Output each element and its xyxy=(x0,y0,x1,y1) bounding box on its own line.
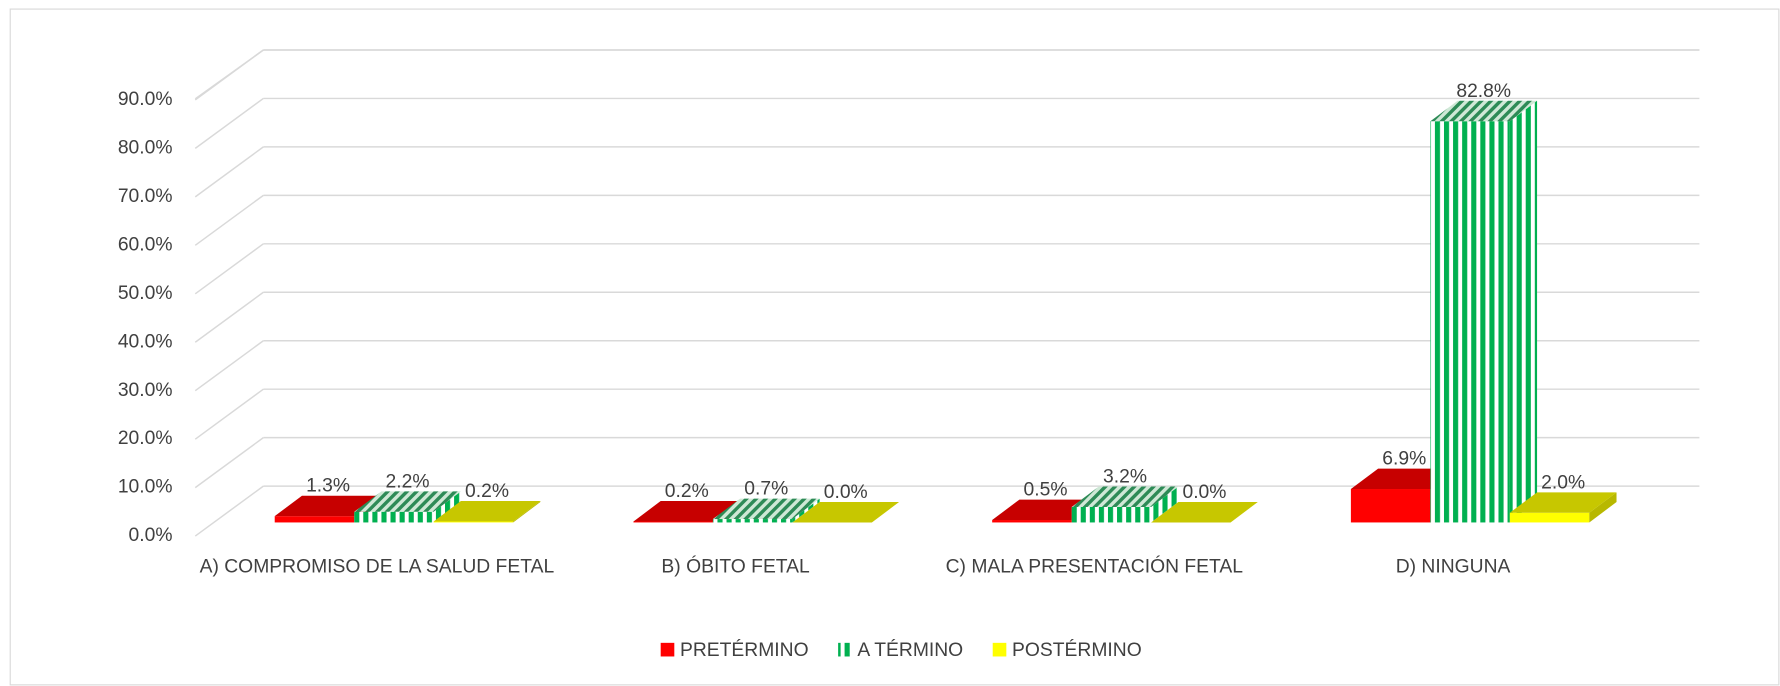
bar-top xyxy=(1430,100,1538,122)
grid-line-side xyxy=(194,437,264,489)
legend-swatch xyxy=(838,642,852,657)
bar-side xyxy=(792,498,820,523)
y-tick-label: 50.0% xyxy=(118,283,173,304)
bar-side xyxy=(1509,100,1538,523)
bar-side xyxy=(1589,492,1617,523)
bar-front xyxy=(1071,506,1152,523)
x-tick-label: A) COMPROMISO DE LA SALUD FETAL xyxy=(199,555,555,577)
bar-top xyxy=(354,491,461,512)
legend-swatch xyxy=(660,642,675,657)
data-label: 82.8% xyxy=(1456,81,1511,102)
data-label: 0.2% xyxy=(465,481,509,502)
grid-line-side xyxy=(194,388,264,440)
grid-line-side xyxy=(194,97,264,150)
legend-swatch xyxy=(992,642,1007,657)
bar-top xyxy=(633,501,741,522)
x-tick-label: B) ÓBITO FETAL xyxy=(661,555,810,577)
bar-top xyxy=(1151,502,1258,523)
data-label: 2.2% xyxy=(386,471,430,492)
grid-line-side xyxy=(194,340,264,392)
bar-side xyxy=(433,491,461,523)
x-tick-label: D) NINGUNA xyxy=(1395,555,1511,577)
bar-front xyxy=(1350,489,1431,523)
grid-line-side xyxy=(194,243,264,295)
grid-line-side xyxy=(194,485,264,537)
bar-top xyxy=(1509,492,1617,513)
bar-top xyxy=(792,502,900,523)
data-label: 6.9% xyxy=(1382,449,1426,470)
bar-front xyxy=(1430,121,1510,523)
x-tick-label-box: B) ÓBITO FETAL xyxy=(661,555,810,577)
data-label: 3.2% xyxy=(1103,467,1147,488)
bar-front xyxy=(1509,512,1590,523)
legend-label: POSTÉRMINO xyxy=(1012,638,1142,661)
bar-front xyxy=(354,511,434,523)
bar-front xyxy=(274,516,355,523)
bar-front xyxy=(992,520,1072,523)
y-tick-label: 80.0% xyxy=(118,137,173,158)
bar-top xyxy=(712,498,820,520)
legend-label: A TÉRMINO xyxy=(857,638,963,661)
data-label: 0.7% xyxy=(744,479,788,500)
bar-side xyxy=(1151,486,1179,523)
y-tick-label: 30.0% xyxy=(118,380,173,401)
bar-front xyxy=(712,519,793,523)
data-label: 0.0% xyxy=(824,482,868,503)
data-label: 0.2% xyxy=(665,481,709,502)
bar-top xyxy=(274,495,382,517)
y-tick-label: 20.0% xyxy=(118,428,173,449)
x-tick-label: C) MALA PRESENTACIÓN FETAL xyxy=(945,555,1244,577)
wall-top-side xyxy=(194,49,264,100)
y-tick-label: 0.0% xyxy=(129,525,173,546)
bar-front xyxy=(633,521,713,523)
x-tick-label-box: C) MALA PRESENTACIÓN FETAL xyxy=(945,555,1244,577)
y-tick-label: 40.0% xyxy=(118,331,173,352)
bar-side xyxy=(513,501,541,523)
x-tick-label-box: D) NINGUNA xyxy=(1395,555,1511,577)
data-label: 0.0% xyxy=(1182,482,1226,503)
grid-line-side xyxy=(194,291,264,343)
bar-top xyxy=(433,501,541,522)
grid-line-side xyxy=(194,146,264,198)
y-tick-label: 70.0% xyxy=(118,186,173,207)
x-tick-label-box: A) COMPROMISO DE LA SALUD FETAL xyxy=(199,555,555,577)
bar-top xyxy=(1071,486,1179,507)
legend-label: PRETÉRMINO xyxy=(680,638,809,661)
data-label: 0.5% xyxy=(1024,480,1068,501)
data-label: 1.3% xyxy=(306,476,350,497)
y-tick-label: 60.0% xyxy=(118,234,173,255)
bar-front xyxy=(433,521,514,523)
data-label: 2.0% xyxy=(1541,472,1585,493)
y-tick-label: 10.0% xyxy=(118,477,173,498)
grid-line-side xyxy=(194,194,264,246)
y-tick-label: 90.0% xyxy=(118,89,173,110)
